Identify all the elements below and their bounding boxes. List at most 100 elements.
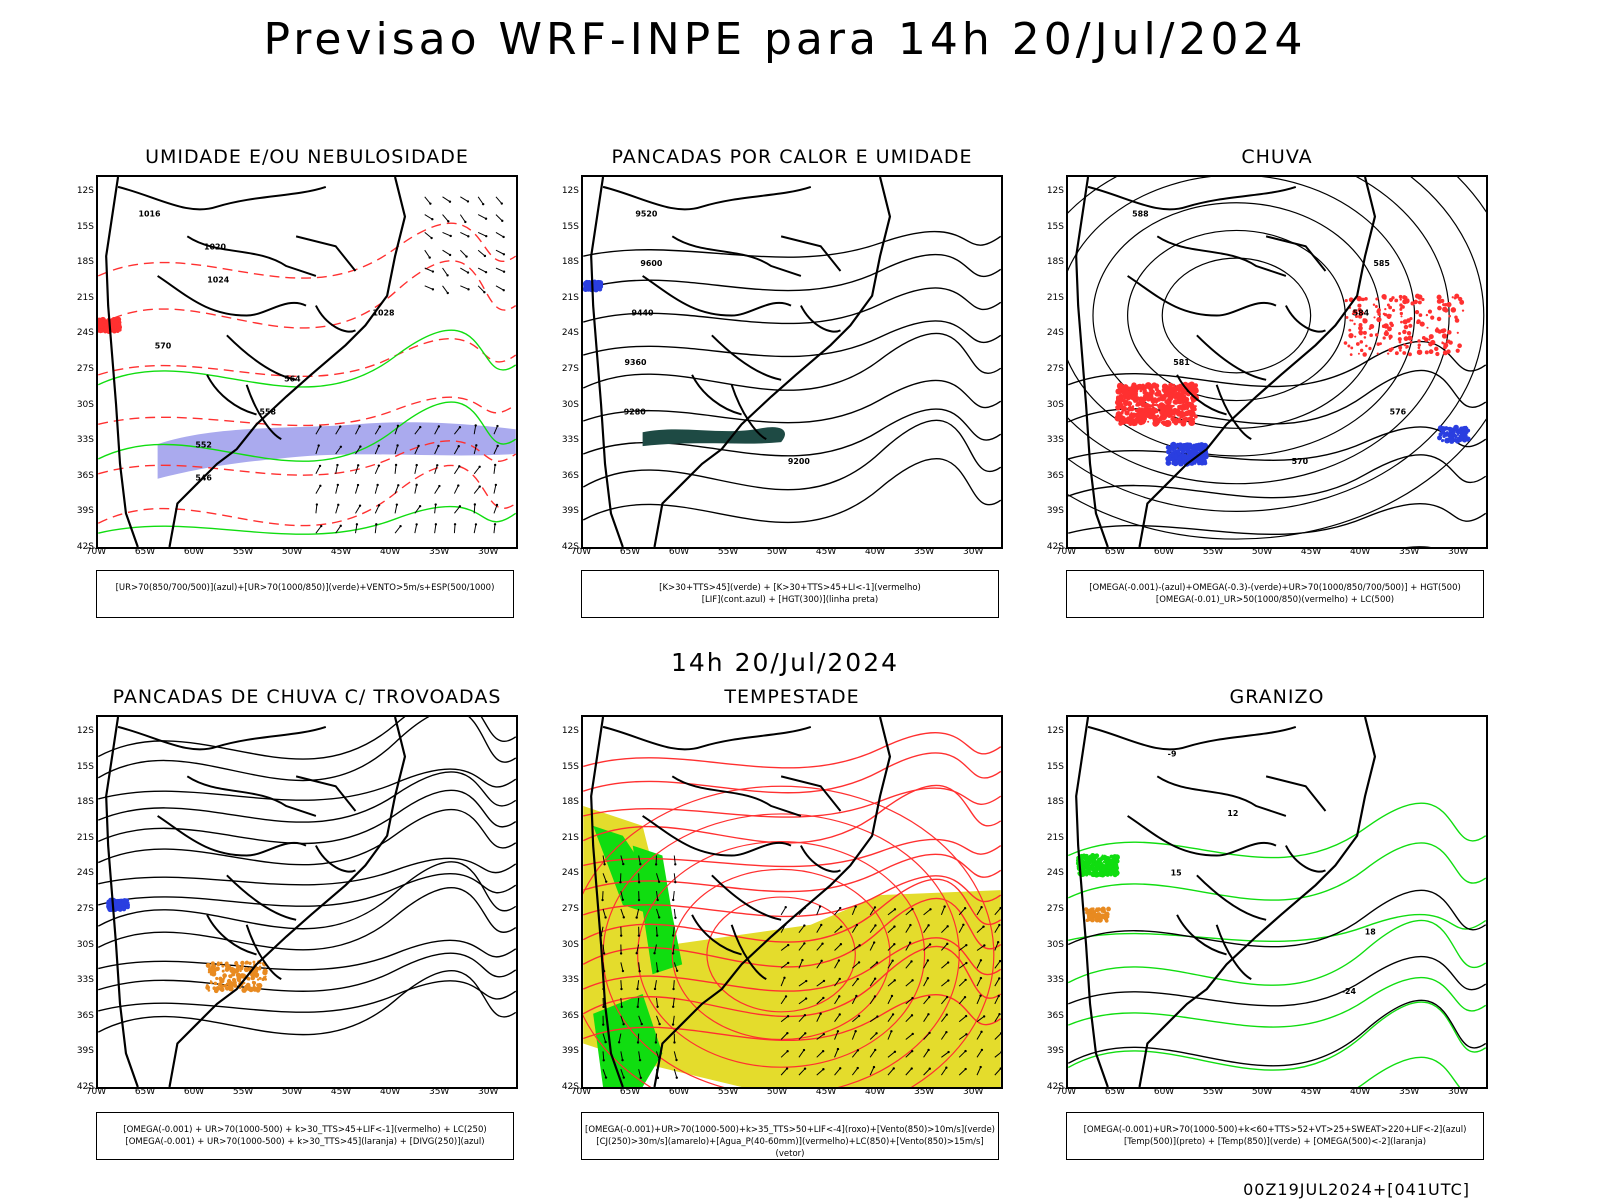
lat-tick-label: 18S [1046,257,1064,268]
panel-title: CHUVA [1241,146,1313,168]
lat-tick-label: 39S [76,1046,94,1057]
contour-label: 585 [1373,259,1390,268]
lat-tick-label: 30S [561,939,579,950]
lon-tick-label: 50W [766,1087,788,1097]
lat-tick-label: 36S [561,1010,579,1021]
lat-tick-label: 42S [1046,542,1064,552]
lon-tick-label: 65W [619,547,641,557]
lon-tick-label: 30W [963,547,984,557]
lon-tick-label: 60W [183,1087,205,1097]
lon-tick-label: 65W [1104,547,1126,557]
lat-tick-label: 33S [76,975,94,986]
lon-tick-label: 70W [85,1087,107,1097]
main-title: Previsao WRF-INPE para 14h 20/Jul/2024 [263,14,1307,65]
contour-label: 1016 [138,210,161,219]
lon-tick-label: 55W [717,547,739,557]
panel-legend: [UR>70(850/700/500)](azul)+[UR>70(1000/8… [96,570,514,618]
lat-tick-label: 21S [1046,832,1064,843]
lon-tick-label: 35W [1398,547,1420,557]
lon-tick-label: 45W [1300,1087,1322,1097]
lon-tick-label: 30W [1448,1087,1469,1097]
panel-title: PANCADAS DE CHUVA C/ TROVOADAS [112,686,502,708]
lon-tick-label: 35W [913,547,935,557]
lat-tick-label: 12S [561,186,579,196]
lat-tick-label: 18S [561,257,579,268]
lon-tick-label: 50W [766,547,788,557]
lat-tick-label: 24S [76,868,94,879]
legend-line: [OMEGA(-0.001)-(azul)+OMEGA(-0.3)-(verde… [1089,583,1461,593]
legend-line: [OMEGA(-0.001)+UR>70(1000-500)+k<60+TTS>… [1083,1125,1467,1135]
lon-tick-label: 60W [668,1087,690,1097]
contour-label: 9520 [635,210,658,219]
lon-tick-label: 35W [428,547,450,557]
lon-tick-label: 60W [183,547,205,557]
map-canvas: -9 12 15 18 -24 [1068,717,1486,1087]
lon-tick-label: 70W [570,1087,592,1097]
lat-tick-label: 15S [76,761,94,772]
contour-label: 570 [1292,457,1309,466]
lat-tick-label: 21S [561,292,579,303]
panel-title: UMIDADE E/OU NEBULOSIDADE [145,146,469,168]
lon-tick-label: 65W [134,1087,156,1097]
lon-tick-label: 50W [1251,547,1273,557]
contour-label: -24 [1342,987,1357,996]
contour-label: 12 [1227,809,1238,818]
lat-tick-label: 12S [76,186,94,196]
panel-title: GRANIZO [1229,686,1325,708]
lat-tick-label: 18S [76,257,94,268]
lat-tick-label: 36S [1046,1010,1064,1021]
lat-tick-label: 15S [561,761,579,772]
lon-tick-label: 30W [1448,547,1469,557]
contour-label: 1028 [372,309,395,318]
lon-tick-label: 45W [1300,547,1322,557]
lat-tick-label: 21S [1046,292,1064,303]
contour-label: 1024 [207,276,230,285]
panel-legend: [OMEGA(-0.001)+UR>70(1000-500)+k<60+TTS>… [1066,1112,1484,1160]
lat-tick-label: 36S [76,470,94,481]
lon-tick-label: 45W [330,547,352,557]
lat-tick-label: 24S [76,328,94,339]
lon-tick-label: 40W [1349,1087,1371,1097]
contour-label: 588 [1132,210,1149,219]
lon-tick-label: 60W [668,547,690,557]
contour-label: 9360 [624,358,647,367]
lon-tick-label: 45W [330,1087,352,1097]
lon-tick-label: 60W [1153,1087,1175,1097]
lat-tick-label: 36S [1046,470,1064,481]
lon-tick-label: 50W [1251,1087,1273,1097]
lon-tick-label: 30W [963,1087,984,1097]
lat-tick-label: 27S [1046,904,1064,914]
legend-line: [OMEGA(-0.001)+UR>70(1000-500)+k>35_TTS>… [585,1125,995,1135]
map-canvas [583,717,1001,1087]
lat-tick-label: 24S [561,868,579,879]
map-panel: 1016 1020 1024 1028 570 564 558 552 546 [96,175,518,549]
lat-tick-label: 21S [76,292,94,303]
contour-label: 581 [1173,358,1190,367]
lat-tick-label: 33S [561,435,579,446]
lon-tick-label: 50W [281,547,303,557]
lat-tick-label: 24S [1046,868,1064,879]
lon-tick-label: 70W [570,547,592,557]
lat-tick-label: 36S [76,1010,94,1021]
lat-tick-label: 42S [76,1082,94,1092]
lat-tick-label: 30S [561,399,579,410]
lat-tick-label: 27S [561,364,579,374]
lon-tick-label: 35W [1398,1087,1420,1097]
lat-tick-label: 24S [1046,328,1064,339]
lat-tick-label: 27S [1046,364,1064,374]
contour-label: 9280 [624,407,647,416]
map-canvas: 1016 1020 1024 1028 570 564 558 552 546 [98,177,516,547]
legend-line: [OMEGA(-0.001) + UR>70(1000-500) + k>30_… [123,1125,487,1135]
lat-tick-label: 39S [1046,506,1064,517]
lat-tick-label: 15S [561,221,579,232]
panel-legend: [K>30+TTS>45](verde) + [K>30+TTS>45+LI<-… [581,570,999,618]
lon-tick-label: 65W [134,547,156,557]
map-canvas: 9520 9600 9440 9360 9280 9200 [583,177,1001,547]
lat-tick-label: 18S [561,797,579,808]
lat-tick-label: 21S [561,832,579,843]
contour-label: 552 [195,440,212,449]
lat-tick-label: 18S [1046,797,1064,808]
lat-tick-label: 12S [561,726,579,736]
legend-line: [OMEGA(-0.01)_UR>50(1000/850)(vermelho) … [1155,595,1395,605]
lon-tick-label: 55W [1202,547,1224,557]
